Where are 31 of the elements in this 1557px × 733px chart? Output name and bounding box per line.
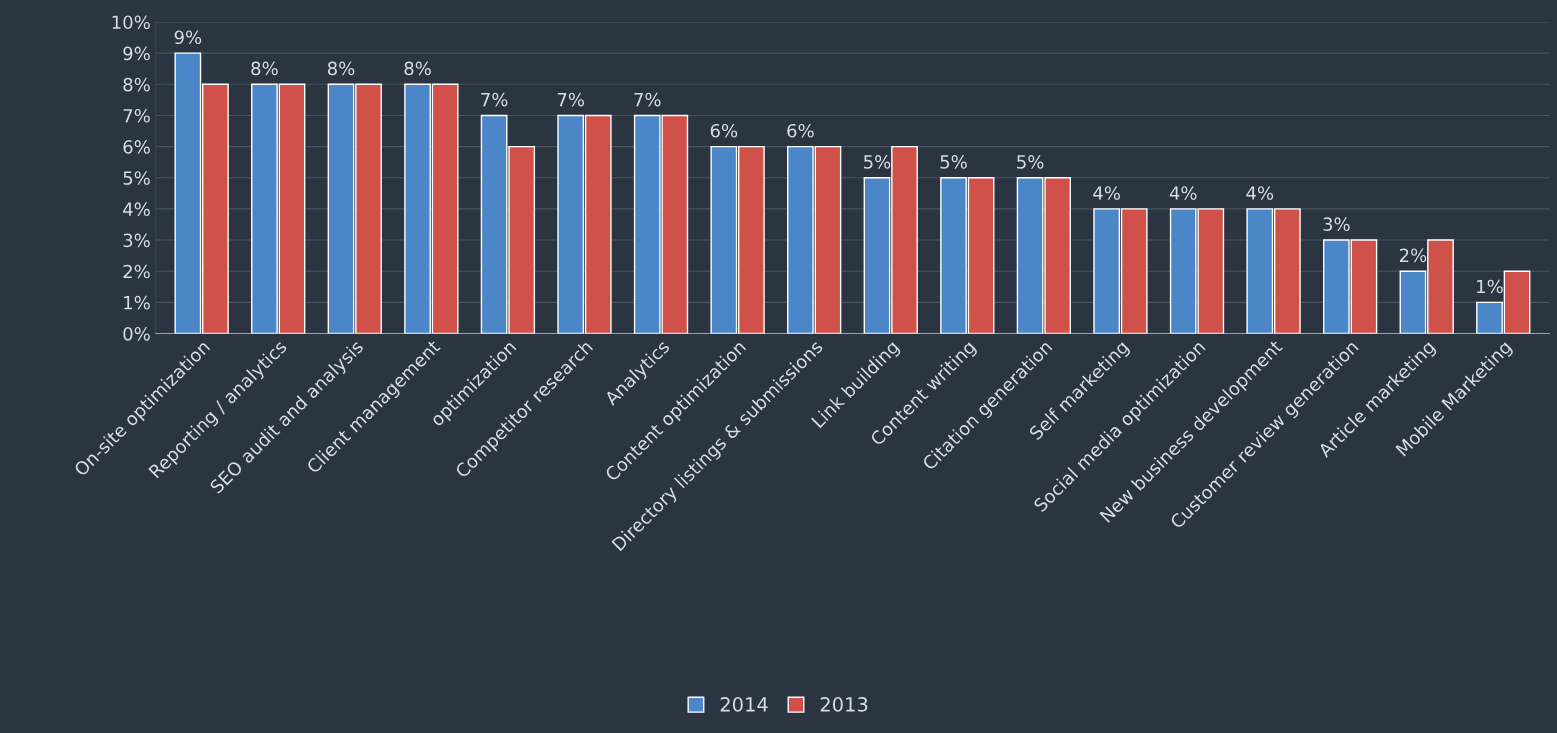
data-label: 5% xyxy=(864,155,891,169)
data-label: 2% xyxy=(1399,248,1427,263)
y-tick-label: 10% xyxy=(112,15,150,30)
data-label: 6% xyxy=(710,123,738,138)
data-label: 9% xyxy=(174,30,202,45)
y-tick-label: 8% xyxy=(123,77,150,92)
y-tick-label: 7% xyxy=(123,108,150,123)
y-tick-label: 3% xyxy=(123,233,150,248)
data-label: 7% xyxy=(557,92,585,107)
y-tick-label: 4% xyxy=(123,202,150,217)
data-label: 3% xyxy=(1323,217,1350,231)
data-label: 8% xyxy=(404,61,431,76)
data-label: 4% xyxy=(1169,186,1197,200)
y-tick-label: 2% xyxy=(123,264,150,279)
data-label: 1% xyxy=(1477,279,1503,294)
data-label: 8% xyxy=(327,61,355,76)
data-label: 8% xyxy=(251,61,278,76)
data-label: 7% xyxy=(634,92,661,107)
legend-label: 2013 xyxy=(820,697,868,712)
y-tick-label: 1% xyxy=(124,295,150,310)
legend-label: 2014 xyxy=(720,697,768,712)
data-label: 6% xyxy=(787,123,814,138)
y-tick-label: 5% xyxy=(123,171,150,185)
y-tick-label: 6% xyxy=(123,140,150,154)
data-label: 4% xyxy=(1093,186,1120,200)
data-label: 4% xyxy=(1246,186,1274,200)
y-tick-label: 0% xyxy=(123,326,150,341)
data-label: 5% xyxy=(940,155,967,169)
data-label: 7% xyxy=(481,92,508,107)
data-label: 5% xyxy=(1017,155,1044,169)
y-tick-label: 9% xyxy=(123,46,150,61)
